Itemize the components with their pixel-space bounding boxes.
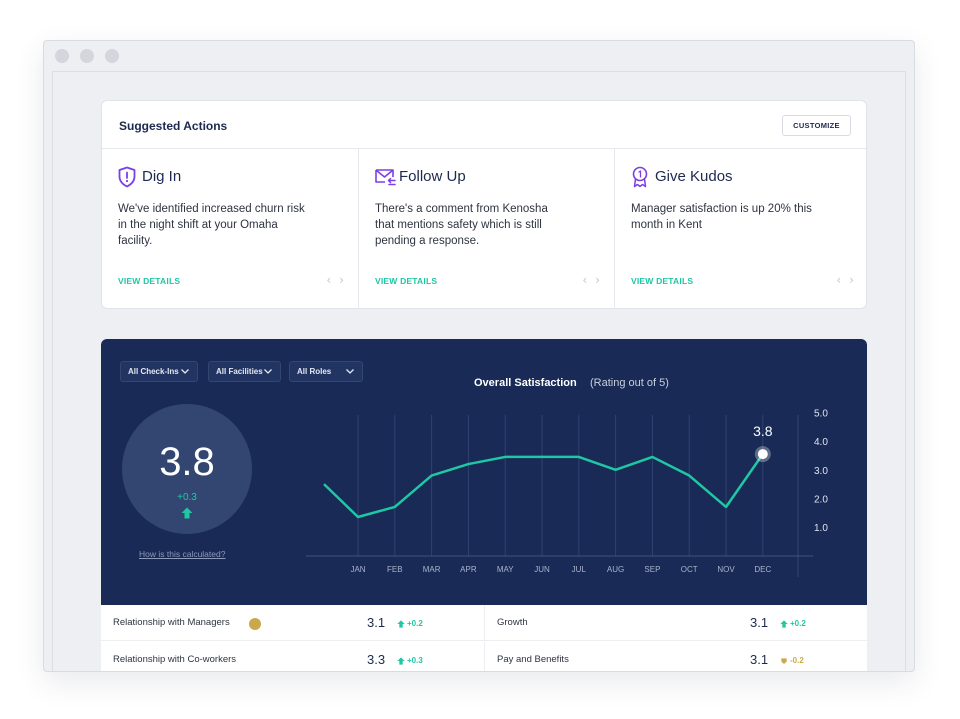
y-tick-label: 5.0: [814, 409, 828, 420]
x-tick-label: NOV: [717, 565, 735, 574]
x-tick-label: JUN: [534, 565, 550, 574]
action-description: We've identified increased churn risk in…: [118, 203, 305, 247]
title-bar: [44, 41, 914, 69]
x-tick-label: SEP: [644, 565, 660, 574]
metric-value: 3.1: [750, 615, 769, 630]
x-tick-label: APR: [460, 565, 477, 574]
satisfaction-panel: All Check-Ins All Facilities All Roles 3…: [101, 339, 867, 605]
chevron-right-icon[interactable]: ›: [595, 273, 600, 287]
x-tick-label: MAR: [423, 565, 441, 574]
customize-button[interactable]: CUSTOMIZE: [782, 115, 851, 136]
trend-up-arrow-icon: [181, 507, 193, 519]
x-tick-label: AUG: [607, 565, 624, 574]
highlight-point: [757, 449, 768, 460]
filter-label: All Facilities: [216, 367, 263, 376]
chevron-down-icon: [181, 369, 189, 374]
action-pager: ‹ ›: [836, 273, 854, 287]
app-content: Suggested Actions CUSTOMIZE Dig In We've…: [52, 71, 906, 671]
maximize-window-button[interactable]: [105, 49, 119, 63]
suggested-actions-title: Suggested Actions: [119, 119, 228, 133]
filter-label: All Check-Ins: [128, 367, 179, 376]
chevron-left-icon[interactable]: ‹: [582, 273, 588, 287]
y-tick-label: 1.0: [814, 523, 828, 534]
metric-label: Relationship with Managers: [113, 617, 230, 628]
suggested-actions-card: Suggested Actions CUSTOMIZE Dig In We've…: [101, 100, 867, 309]
x-tick-label: DEC: [754, 565, 771, 574]
chevron-down-icon: [264, 369, 272, 374]
x-tick-label: OCT: [681, 565, 698, 574]
action-card-follow-up: Follow Up There's a comment from Kenosha…: [358, 149, 614, 309]
overall-score-value: 3.8: [159, 440, 215, 484]
chevron-right-icon[interactable]: ›: [339, 273, 344, 287]
view-details-link[interactable]: VIEW DETAILS: [118, 276, 181, 286]
satisfaction-line-chart: JAN FEB MAR APR MAY JUN JUL AUG SEP OCT NOV DEC 5.0 4…: [306, 409, 828, 577]
filter-label: All Roles: [297, 367, 332, 376]
metric-value: 3.3: [367, 652, 386, 667]
series-line: [323, 453, 764, 519]
metric-value: 3.1: [367, 615, 386, 630]
metric-delta: -0.2: [780, 656, 804, 665]
chevron-left-icon[interactable]: ‹: [326, 273, 332, 287]
action-card-dig-in: Dig In We've identified increased churn …: [102, 149, 358, 309]
x-tick-label: MAY: [497, 565, 514, 574]
y-tick-label: 4.0: [814, 437, 828, 448]
x-tick-label: JUL: [572, 565, 587, 574]
chevron-right-icon[interactable]: ›: [849, 273, 854, 287]
checkins-filter-dropdown[interactable]: All Check-Ins: [120, 361, 198, 382]
metric-row[interactable]: Relationship with Managers 3.1 +0.2: [101, 605, 484, 641]
metric-row[interactable]: Relationship with Co-workers 3.3 +0.3: [101, 642, 484, 671]
metric-label: Pay and Benefits: [497, 654, 569, 665]
metric-delta-value: +0.2: [407, 619, 423, 628]
highlight-label: 3.8: [753, 423, 773, 439]
view-details-link[interactable]: VIEW DETAILS: [375, 276, 438, 286]
y-tick-label: 2.0: [814, 494, 828, 505]
metric-delta-value: +0.3: [407, 656, 423, 665]
metric-label: Relationship with Co-workers: [113, 654, 237, 665]
action-card-give-kudos: Give Kudos Manager satisfaction is up 20…: [614, 149, 868, 309]
browser-window: Suggested Actions CUSTOMIZE Dig In We've…: [43, 40, 915, 672]
metric-row[interactable]: Growth 3.1 +0.2: [484, 605, 867, 641]
metric-label: Growth: [497, 617, 528, 628]
y-tick-label: 3.0: [814, 466, 828, 477]
chevron-down-icon: [346, 369, 354, 374]
metric-delta-value: +0.2: [790, 619, 806, 628]
metric-delta: +0.2: [397, 619, 423, 628]
view-details-link[interactable]: VIEW DETAILS: [631, 276, 694, 286]
action-title: Follow Up: [399, 168, 466, 185]
roles-filter-dropdown[interactable]: All Roles: [289, 361, 363, 382]
overall-score-delta: +0.3: [177, 492, 197, 503]
trend-up-arrow-icon: [397, 619, 405, 628]
trend-up-arrow-icon: [397, 656, 405, 665]
action-description: There's a comment from Kenosha that ment…: [375, 203, 548, 247]
action-title: Give Kudos: [655, 168, 733, 185]
metric-value: 3.1: [750, 652, 769, 667]
metric-delta: +0.2: [780, 619, 806, 628]
chevron-left-icon[interactable]: ‹: [836, 273, 842, 287]
overall-score-circle: 3.8 +0.3: [122, 404, 252, 534]
facilities-filter-dropdown[interactable]: All Facilities: [208, 361, 281, 382]
minimize-window-button[interactable]: [80, 49, 94, 63]
action-title: Dig In: [142, 168, 182, 185]
flag-dot-icon: [249, 618, 261, 630]
trend-up-arrow-icon: [780, 619, 788, 628]
x-tick-label: JAN: [350, 565, 365, 574]
trend-down-icon: [781, 657, 787, 664]
action-pager: ‹ ›: [326, 273, 344, 287]
action-pager: ‹ ›: [582, 273, 600, 287]
metric-delta-value: -0.2: [790, 656, 804, 665]
suggested-actions-header: Suggested Actions CUSTOMIZE: [102, 101, 866, 149]
how-calculated-link[interactable]: How is this calculated?: [139, 549, 226, 559]
chart-title: Overall Satisfaction: [474, 377, 577, 389]
metric-delta: +0.3: [397, 656, 423, 665]
chart-subtitle: (Rating out of 5): [590, 377, 669, 389]
shield-alert-icon: [118, 166, 136, 188]
close-window-button[interactable]: [55, 49, 69, 63]
action-description: Manager satisfaction is up 20% this mont…: [631, 203, 812, 231]
x-tick-label: FEB: [387, 565, 403, 574]
metrics-table: Relationship with Managers 3.1 +0.2 Grow…: [101, 605, 867, 671]
metric-row[interactable]: Pay and Benefits 3.1 -0.2: [484, 642, 867, 671]
award-ribbon-icon: [632, 166, 648, 188]
mail-reply-icon: [375, 169, 396, 186]
